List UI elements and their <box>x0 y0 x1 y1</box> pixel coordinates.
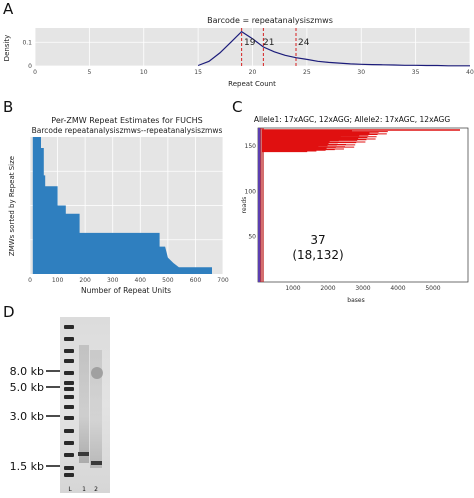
marker-3kb-label: 3.0 kb <box>10 410 44 423</box>
gel-ladder-band <box>64 429 74 433</box>
panel-a-marker-lines <box>241 28 297 66</box>
gel-lane1-band <box>78 452 89 456</box>
panel-a-x-tick-label: 10 <box>140 69 148 76</box>
panel-c-y-tick-label: 150 <box>245 143 257 150</box>
panel-a-y-ticks: 00.1 <box>22 39 32 70</box>
panel-label-d: D <box>3 303 15 321</box>
panel-a-x-tick-label: 25 <box>303 69 311 76</box>
panel-c-read-segments <box>262 130 388 153</box>
panel-b-x-axis-label: Number of Repeat Units <box>81 286 171 295</box>
panel-a-x-tick-label: 35 <box>412 69 420 76</box>
gel-ladder-band <box>64 349 74 353</box>
panel-b-title-line2: Barcode repeatanalysiszmws--repeatanalys… <box>32 126 223 135</box>
panel-c-x-tick-label: 4000 <box>390 285 405 292</box>
panel-c-y-tick-label: 100 <box>245 188 257 195</box>
panel-c-y-axis-label: reads <box>241 197 248 214</box>
panel-a-x-tick-label: 40 <box>466 69 474 76</box>
marker-5kb-label: 5.0 kb <box>10 381 44 394</box>
gel-ladder-band <box>64 466 74 470</box>
panel-a-x-tick-label: 0 <box>33 69 37 76</box>
marker-8kb-label: 8.0 kb <box>10 365 44 378</box>
lane-label-1: 1 <box>82 486 86 493</box>
panel-d-gel-blot: 8.0 kb 5.0 kb 3.0 kb 1.5 kb L 1 2 <box>10 317 110 493</box>
panel-a-density-chart: Barcode = repeatanalysiszmws 0 5 10 15 20 25 3… <box>3 16 474 88</box>
panel-a-y-tick-label: 0.1 <box>22 39 32 46</box>
panel-c-read-start-band <box>260 128 264 282</box>
gel-ladder-band <box>64 325 74 329</box>
panel-a-marker-label-24: 24 <box>298 38 310 48</box>
panel-a-x-tick-label: 5 <box>87 69 91 76</box>
panel-c-annotation-range: (18,132) <box>292 248 343 262</box>
gel-ladder-band <box>64 416 74 420</box>
panel-c-read-axis-band <box>258 128 261 282</box>
panel-a-marker-label-21: 21 <box>263 38 274 48</box>
panel-label-c: C <box>232 98 243 116</box>
gel-ladder-band <box>64 395 74 399</box>
panel-a-x-tick-label: 30 <box>357 69 365 76</box>
panel-c-y-tick-label: 50 <box>248 234 256 241</box>
panel-c-y-ticks: 50 100 150 <box>245 143 257 241</box>
panel-b-x-tick-label: 200 <box>79 277 91 284</box>
panel-a-x-axis-label: Repeat Count <box>228 80 276 88</box>
panel-b-title-line1: Per-ZMW Repeat Estimates for FUCHS <box>51 116 202 125</box>
panel-b-x-tick-label: 100 <box>52 277 64 284</box>
panel-c-x-tick-label: 5000 <box>425 285 440 292</box>
panel-a-y-tick-label: 0 <box>28 63 32 70</box>
panel-a-marker-label-19: 19 <box>244 38 256 48</box>
gel-ladder-band <box>64 371 74 375</box>
panel-c-annotation-count: 37 <box>310 233 325 247</box>
panel-c-plot-frame <box>257 127 469 283</box>
gel-ladder-band <box>64 405 74 409</box>
gel-ladder-bands <box>64 325 74 477</box>
panel-c-x-ticks: 1000 2000 3000 4000 5000 <box>285 285 440 292</box>
gel-lane2-smear <box>90 350 102 468</box>
panel-label-a: A <box>3 0 14 18</box>
gel-lane2-band <box>91 461 102 465</box>
panel-label-b: B <box>3 98 14 116</box>
panel-b-repeat-bars <box>32 137 212 274</box>
gel-lane2-high-band <box>91 367 103 379</box>
panel-a-x-ticks: 0 5 10 15 20 25 30 35 40 <box>33 69 474 76</box>
gel-ladder-band <box>64 387 74 391</box>
panel-c-x-axis-label: bases <box>347 297 364 304</box>
panel-a-density-line <box>197 30 470 67</box>
panel-b-repeat-chart: Per-ZMW Repeat Estimates for FUCHS Barco… <box>8 116 229 295</box>
panel-c-x-tick-label: 2000 <box>320 285 335 292</box>
gel-ladder-band <box>64 473 74 477</box>
panel-a-y-axis-label: Density <box>3 35 11 62</box>
panel-b-x-tick-label: 300 <box>107 277 119 284</box>
panel-c-x-tick-label: 1000 <box>285 285 300 292</box>
panel-a-title: Barcode = repeatanalysiszmws <box>207 16 333 25</box>
panel-c-read-plot: Allele1: 17xAGC, 12xAGG; Allele2: 17xAGC… <box>241 115 469 304</box>
panel-a-x-tick-label: 20 <box>249 69 257 76</box>
panel-b-x-tick-label: 400 <box>135 277 147 284</box>
panel-b-x-tick-label: 700 <box>217 277 229 284</box>
panel-b-x-ticks: 0 100 200 300 400 500 600 700 <box>28 277 229 284</box>
panel-b-y-axis-label: ZMWs sorted by Repeat Size <box>8 156 16 256</box>
lane-label-2: 2 <box>94 486 98 493</box>
gel-ladder-band <box>64 453 74 457</box>
gel-lane1-smear <box>79 345 89 463</box>
gel-ladder-band <box>64 441 74 445</box>
panel-a-x-tick-label: 15 <box>194 69 202 76</box>
gel-ladder-band <box>64 337 74 341</box>
lane-label-ladder: L <box>68 486 72 493</box>
marker-1p5kb-label: 1.5 kb <box>10 460 44 473</box>
panel-b-x-tick-label: 500 <box>162 277 174 284</box>
panel-b-x-tick-label: 600 <box>190 277 202 284</box>
panel-c-x-tick-label: 3000 <box>355 285 370 292</box>
panel-b-x-tick-label: 0 <box>28 277 32 284</box>
gel-ladder-band <box>64 381 74 385</box>
gel-ladder-band <box>64 359 74 363</box>
panel-c-title: Allele1: 17xAGC, 12xAGG; Allele2: 17xAGC… <box>254 115 450 124</box>
